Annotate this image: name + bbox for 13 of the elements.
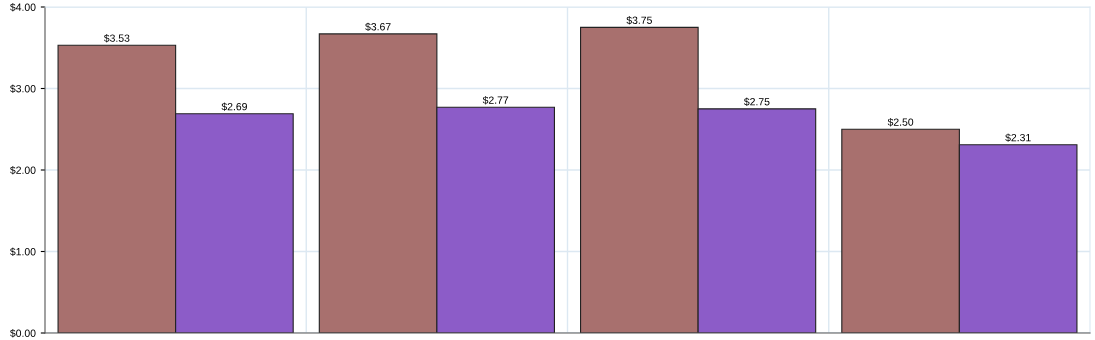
data-label: $2.31	[1005, 133, 1031, 142]
y-tick-label: $3.00	[10, 84, 36, 93]
data-label: $2.75	[743, 97, 770, 107]
data-label: $3.75	[626, 16, 652, 25]
data-label: $3.53	[103, 34, 130, 43]
y-tick-label: $2.00	[10, 166, 36, 175]
data-label: $2.77	[482, 95, 509, 105]
y-tick-label: $0.00	[10, 329, 36, 338]
data-label: $3.67	[365, 22, 391, 32]
data-label: $2.69	[221, 102, 247, 111]
y-tick-label: $1.00	[10, 247, 36, 256]
data-label: $2.50	[887, 117, 914, 127]
y-tick-label: $4.00	[10, 3, 36, 12]
